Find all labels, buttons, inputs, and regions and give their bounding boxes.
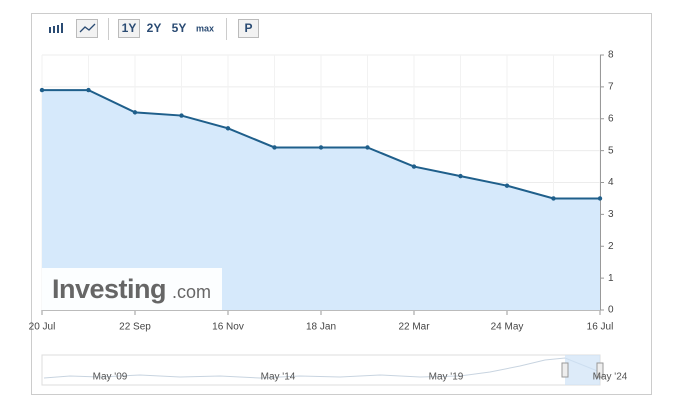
bar-chart-icon[interactable] xyxy=(49,23,63,33)
point xyxy=(225,126,231,131)
point xyxy=(272,145,277,150)
navigator-handle[interactable] xyxy=(596,362,604,378)
x-tick-label: 16 Nov xyxy=(212,322,244,333)
x-tick-label: 24 May xyxy=(491,322,524,333)
navigator-label: May '14 xyxy=(261,372,296,383)
x-tick-label: 22 Sep xyxy=(119,322,151,333)
line-icon xyxy=(79,23,96,33)
navigator-line xyxy=(43,357,601,379)
point xyxy=(551,196,556,201)
range-button[interactable]: 5Y xyxy=(172,21,187,35)
point xyxy=(365,145,370,150)
p-button-box xyxy=(238,19,259,38)
x-tick-label: 20 Jul xyxy=(29,322,56,333)
y-tick-label: 7 xyxy=(608,82,614,93)
range-button[interactable]: max xyxy=(196,23,214,33)
x-tick-label: 18 Jan xyxy=(306,322,336,333)
logo-suffix: .com xyxy=(172,282,211,302)
range-button[interactable]: 1Y xyxy=(122,21,137,35)
point xyxy=(86,87,91,93)
navigator-label: May '24 xyxy=(593,372,628,383)
point xyxy=(597,196,603,201)
point xyxy=(411,164,417,169)
x-tick-label: 22 Mar xyxy=(398,322,430,333)
range-selected xyxy=(118,19,140,38)
y-tick-label: 8 xyxy=(608,50,614,61)
y-tick-label: 2 xyxy=(608,241,614,252)
y-tick-label: 3 xyxy=(608,209,614,220)
point xyxy=(318,145,324,150)
y-tick-label: 0 xyxy=(608,305,614,316)
point xyxy=(132,110,138,115)
logo-name: Investing xyxy=(52,274,166,304)
navigator-label: May '09 xyxy=(93,372,128,383)
y-tick-label: 6 xyxy=(608,113,614,124)
x-tick-label: 16 Jul xyxy=(587,322,614,333)
y-tick-label: 5 xyxy=(608,145,614,156)
navigator xyxy=(41,354,604,386)
y-tick-label: 4 xyxy=(608,177,614,188)
point xyxy=(39,87,45,93)
point xyxy=(179,113,184,118)
toolbar: P xyxy=(49,18,259,40)
logo-box xyxy=(42,268,222,310)
point xyxy=(504,183,510,188)
navigator-handle[interactable] xyxy=(561,362,569,378)
navigator-selection xyxy=(565,355,600,385)
point xyxy=(458,173,463,179)
y-tick-label: 1 xyxy=(608,273,614,284)
range-button[interactable]: 2Y xyxy=(147,21,162,35)
area xyxy=(42,90,600,310)
p-button[interactable]: P xyxy=(244,21,252,35)
navigator-label: May '19 xyxy=(429,372,464,383)
